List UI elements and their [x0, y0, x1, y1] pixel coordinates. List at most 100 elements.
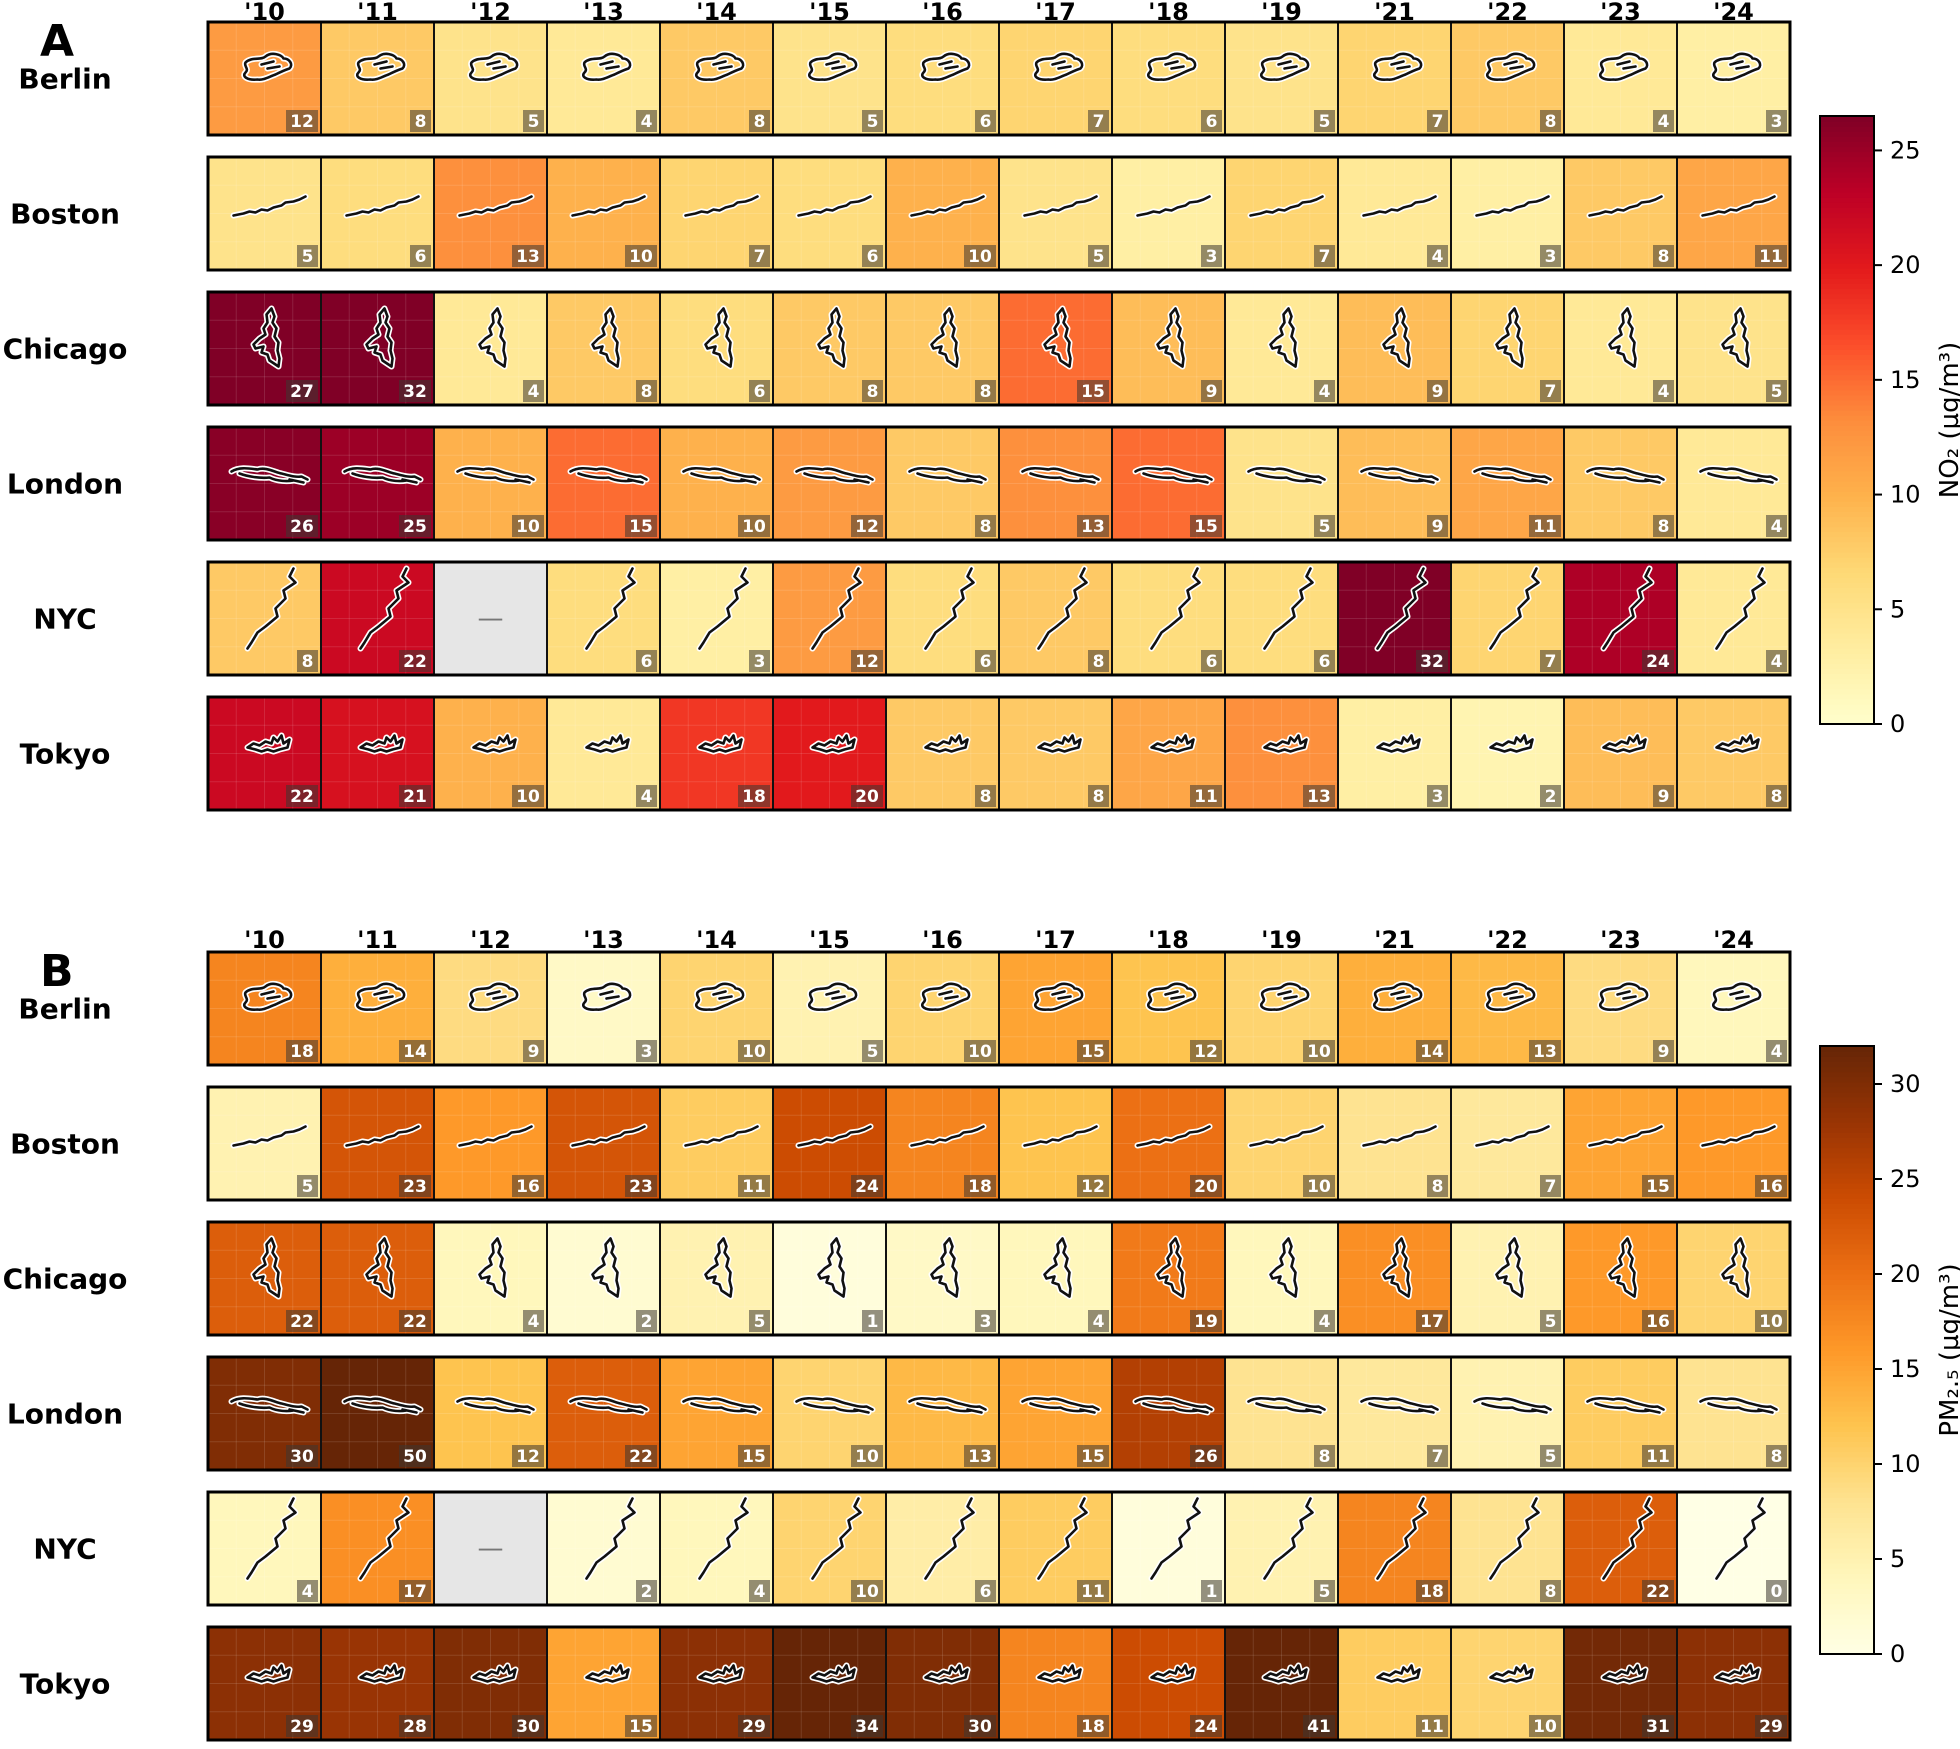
value-badge [1427, 1445, 1448, 1467]
colorbar-segment [1820, 399, 1874, 406]
panel-letter: A [40, 16, 74, 67]
heatmap-cell: 1 [772, 1221, 887, 1336]
colorbar-segment [1820, 693, 1874, 700]
value-label: 17 [403, 1582, 427, 1602]
value-label: 7 [1319, 247, 1331, 267]
colorbar-segment [1820, 607, 1874, 614]
heatmap-cell: 24 [1563, 561, 1678, 676]
value-badge [625, 1175, 657, 1197]
city-outline [246, 1664, 291, 1683]
colorbar-tick-label: 25 [1890, 136, 1921, 164]
heatmap-cell: 10 [1224, 1086, 1339, 1201]
heatmap-cell: 12 [772, 561, 887, 676]
city-outline [232, 1125, 307, 1147]
colorbar-segment [1820, 566, 1874, 573]
city-outline [1156, 307, 1185, 368]
city-label: NYC [33, 603, 96, 636]
value-badge [1766, 650, 1787, 672]
value-badge [410, 110, 431, 132]
colorbar-segment [1820, 1304, 1874, 1311]
colorbar-segment [1820, 1218, 1874, 1225]
value-label: 8 [754, 112, 766, 132]
value-badge [286, 1715, 318, 1737]
value-badge [286, 380, 318, 402]
value-label: 8 [1545, 112, 1557, 132]
colorbar-segment [1820, 435, 1874, 442]
value-label: 8 [980, 787, 992, 807]
colorbar-segment [1820, 171, 1874, 178]
heatmap-cell: 11 [1450, 426, 1565, 541]
colorbar-segment [1820, 632, 1874, 639]
city-outline [1598, 52, 1649, 81]
value-badge [1190, 515, 1222, 537]
value-badge [625, 245, 657, 267]
colorbar-segment [1820, 1182, 1874, 1189]
colorbar: 0 5 10 15 20 25 NO₂ (µg/m³) [1819, 115, 1960, 738]
heatmap-row: 5 6 13 10 7 6 10 5 3 7 4 3 8 11 [206, 155, 1792, 272]
colorbar-segment [1820, 1415, 1874, 1422]
value-badge [1653, 1040, 1674, 1062]
colorbar-segment [1820, 1208, 1874, 1214]
panel-a: A'10'11'12'13'14'15'16'17'18'19'21'22'23… [3, 0, 1792, 812]
colorbar-segment [1820, 1466, 1874, 1473]
value-badge [399, 380, 431, 402]
heatmap-cell: 31 [1563, 1626, 1678, 1741]
value-label: 4 [641, 112, 653, 132]
city-outline [1023, 195, 1098, 217]
value-label: 29 [290, 1717, 314, 1737]
missing-value-mark: — [478, 1534, 504, 1564]
colorbar-segment [1820, 298, 1874, 305]
value-badge [749, 650, 770, 672]
heatmap-cell: 4 [1676, 426, 1791, 541]
value-badge [1077, 1040, 1109, 1062]
colorbar-segment [1820, 546, 1874, 553]
heatmap-cell: 5 [1224, 21, 1339, 136]
colorbar-segment [1820, 1542, 1874, 1549]
year-label: '14 [696, 926, 737, 954]
colorbar-segment [1820, 1142, 1874, 1149]
missing-value-mark: — [478, 604, 504, 634]
value-badge [512, 1175, 544, 1197]
missing-cell-fill [434, 562, 547, 675]
heatmap-cell: 17 [1337, 1221, 1452, 1336]
heatmap-cell: 22 [546, 1356, 661, 1471]
city-label: NYC [33, 1533, 96, 1566]
value-badge [1427, 515, 1448, 537]
city-outline [478, 307, 507, 368]
city-outline [1382, 1237, 1411, 1298]
value-badge [1190, 1445, 1222, 1467]
colorbar-segment [1820, 1643, 1874, 1650]
city-outline [1602, 567, 1653, 650]
colorbar-segment [1820, 1633, 1874, 1640]
city-outline [359, 734, 404, 753]
colorbar-segment [1820, 455, 1874, 462]
city-outline [355, 52, 406, 81]
city-outline [1715, 1497, 1766, 1580]
city-outline [1249, 1125, 1324, 1147]
city-outline [1598, 982, 1649, 1011]
value-badge [1416, 1310, 1448, 1332]
value-badge [1755, 1715, 1787, 1737]
city-outline [1150, 567, 1201, 650]
heatmap-cell: 5 [772, 951, 887, 1066]
value-badge [1314, 380, 1335, 402]
heatmap-cell: 8 [1224, 1356, 1339, 1471]
value-label: 11 [1081, 1582, 1105, 1602]
heatmap-cell: 22 [320, 561, 435, 676]
colorbar-segment [1820, 440, 1874, 447]
value-badge [286, 515, 318, 537]
value-label: 8 [641, 382, 653, 402]
row-frame [206, 560, 1792, 677]
colorbar-segment [1820, 627, 1874, 634]
value-label: 10 [1533, 1717, 1557, 1737]
heatmap-cell: 11 [659, 1086, 774, 1201]
row-frame [206, 425, 1792, 542]
heatmap-cell: 6 [1111, 561, 1226, 676]
colorbar-segment [1820, 318, 1874, 325]
colorbar-segment [1820, 222, 1874, 229]
heatmap-cell: 5 [207, 1086, 322, 1201]
colorbar-segment [1820, 577, 1874, 583]
colorbar-segment [1820, 364, 1874, 371]
city-outline [232, 195, 307, 217]
colorbar-segment [1820, 1243, 1874, 1250]
